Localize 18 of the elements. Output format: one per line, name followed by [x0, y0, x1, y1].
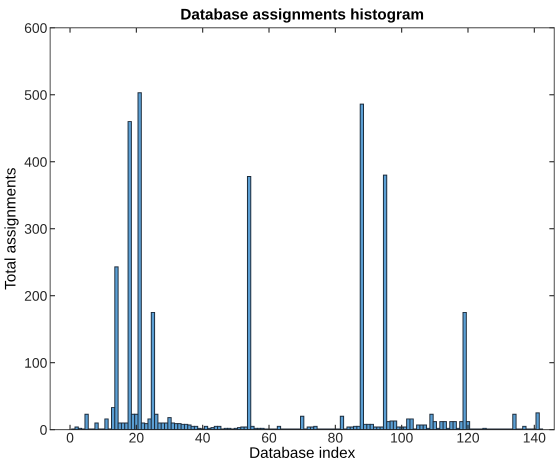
y-axis-title: Total assignments	[4, 168, 19, 290]
chart-title: Database assignments histogram	[181, 8, 424, 23]
x-tick-label: 0	[66, 432, 74, 443]
x-tick-label: 40	[195, 432, 210, 443]
y-tick-label: 0	[40, 425, 47, 435]
y-tick-label: 400	[24, 157, 47, 167]
x-tick-label: 60	[262, 432, 276, 443]
x-tick-label: 140	[524, 432, 546, 443]
y-tick-label: 200	[24, 291, 47, 301]
x-tick-label: 80	[328, 432, 343, 443]
y-tick-label: 500	[24, 90, 47, 100]
x-axis-title: Database index	[250, 446, 356, 458]
x-tick-label: 120	[457, 432, 480, 443]
x-tick-label: 20	[129, 432, 144, 443]
x-tick-label: 100	[391, 432, 413, 443]
y-tick-label: 600	[24, 23, 47, 33]
y-tick-label: 300	[24, 224, 47, 234]
y-tick-label: 100	[25, 358, 47, 368]
